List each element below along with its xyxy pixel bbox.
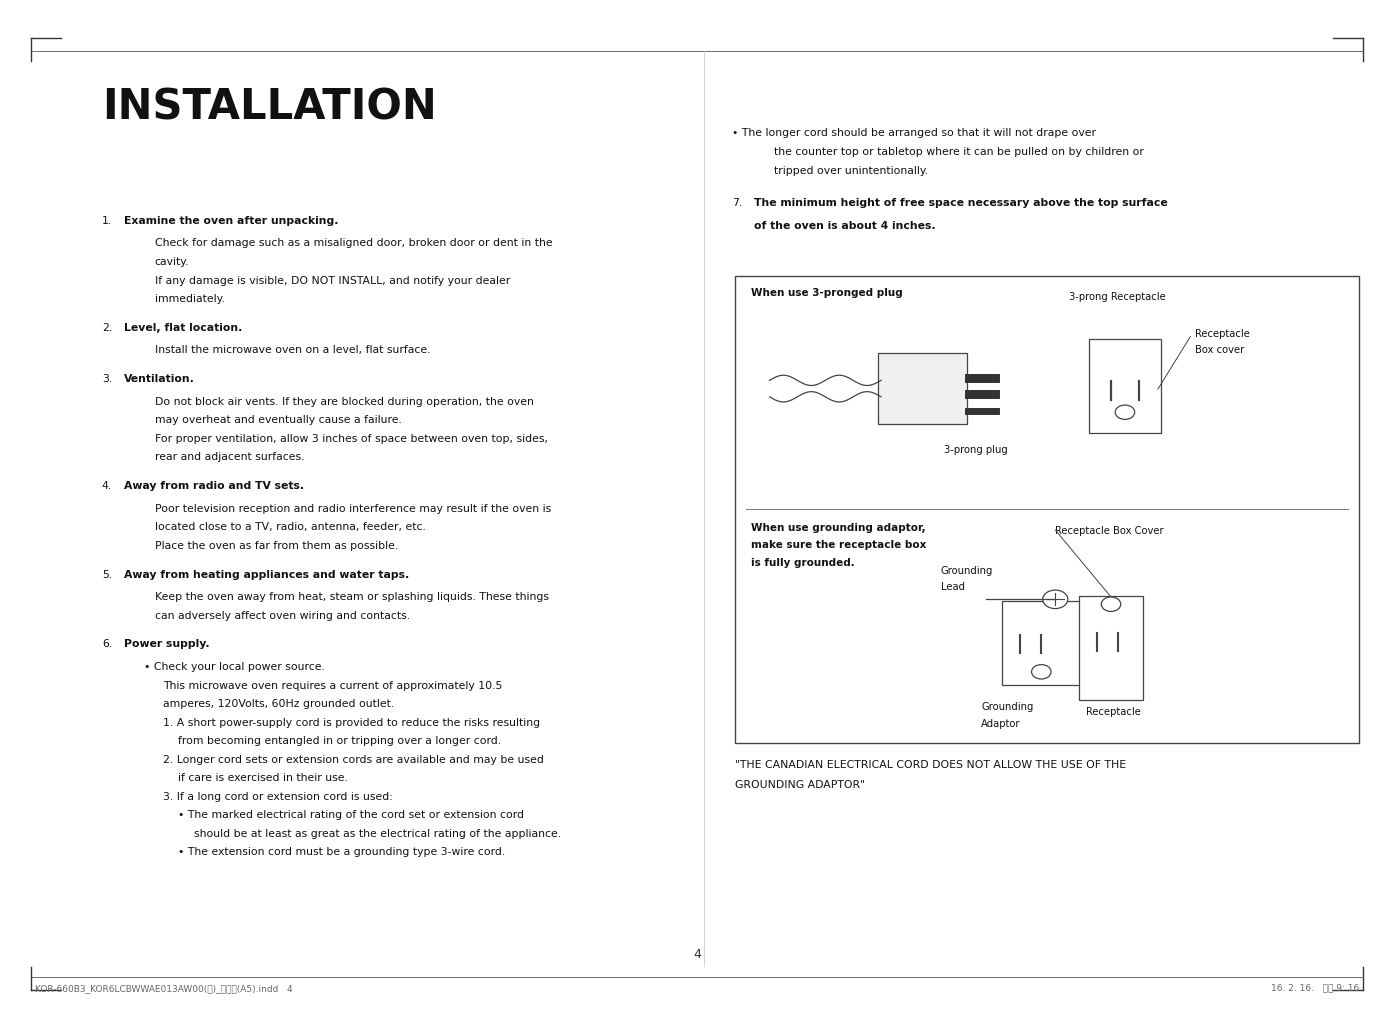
Text: rear and adjacent surfaces.: rear and adjacent surfaces. xyxy=(155,452,304,463)
Text: 3-prong Receptacle: 3-prong Receptacle xyxy=(1069,292,1165,302)
Text: Keep the oven away from heat, steam or splashing liquids. These things: Keep the oven away from heat, steam or s… xyxy=(155,592,549,602)
Text: Adaptor: Adaptor xyxy=(981,719,1020,729)
Text: Receptacle: Receptacle xyxy=(1195,329,1249,339)
Text: GROUNDING ADAPTOR": GROUNDING ADAPTOR" xyxy=(735,780,864,791)
Text: amperes, 120Volts, 60Hz grounded outlet.: amperes, 120Volts, 60Hz grounded outlet. xyxy=(163,699,395,709)
Text: tripped over unintentionally.: tripped over unintentionally. xyxy=(774,166,928,176)
Text: Examine the oven after unpacking.: Examine the oven after unpacking. xyxy=(124,216,339,226)
Text: • Check your local power source.: • Check your local power source. xyxy=(144,662,325,672)
Text: immediately.: immediately. xyxy=(155,294,224,304)
Text: of the oven is about 4 inches.: of the oven is about 4 inches. xyxy=(754,221,935,231)
Text: 5.: 5. xyxy=(102,570,112,580)
Text: Power supply.: Power supply. xyxy=(124,639,209,650)
Text: 6.: 6. xyxy=(102,639,112,650)
Text: This microwave oven requires a current of approximately 10.5: This microwave oven requires a current o… xyxy=(163,681,502,691)
Text: KOR-660B3_KOR6LCBWWAE013AW00(영)_미주향(A5).indd   4: KOR-660B3_KOR6LCBWWAE013AW00(영)_미주향(A5).… xyxy=(35,984,293,993)
FancyBboxPatch shape xyxy=(1090,339,1161,433)
Text: cavity.: cavity. xyxy=(155,257,190,267)
Text: 3-prong plug: 3-prong plug xyxy=(944,445,1008,454)
Text: Poor television reception and radio interference may result if the oven is: Poor television reception and radio inte… xyxy=(155,504,551,514)
Text: 7.: 7. xyxy=(732,198,742,209)
Text: • The marked electrical rating of the cord set or extension cord: • The marked electrical rating of the co… xyxy=(178,810,524,820)
Text: • The extension cord must be a grounding type 3-wire cord.: • The extension cord must be a grounding… xyxy=(178,847,506,857)
Text: 1.: 1. xyxy=(102,216,112,226)
Text: 3.: 3. xyxy=(102,374,112,384)
Text: 4.: 4. xyxy=(102,481,112,491)
FancyBboxPatch shape xyxy=(965,390,999,398)
Text: Grounding: Grounding xyxy=(981,702,1034,712)
Text: Place the oven as far from them as possible.: Place the oven as far from them as possi… xyxy=(155,541,397,551)
Text: Away from radio and TV sets.: Away from radio and TV sets. xyxy=(124,481,304,491)
Text: from becoming entangled in or tripping over a longer cord.: from becoming entangled in or tripping o… xyxy=(178,736,502,746)
Text: Do not block air vents. If they are blocked during operation, the oven: Do not block air vents. If they are bloc… xyxy=(155,397,534,407)
FancyBboxPatch shape xyxy=(878,354,967,425)
Text: Ventilation.: Ventilation. xyxy=(124,374,195,384)
FancyBboxPatch shape xyxy=(735,276,1359,743)
Text: 2. Longer cord sets or extension cords are available and may be used: 2. Longer cord sets or extension cords a… xyxy=(163,755,544,765)
Text: 16. 2. 16.   오전 9: 16: 16. 2. 16. 오전 9: 16 xyxy=(1271,984,1359,993)
Text: Lead: Lead xyxy=(941,583,965,592)
Circle shape xyxy=(1101,597,1121,612)
Text: The minimum height of free space necessary above the top surface: The minimum height of free space necessa… xyxy=(754,198,1168,209)
Text: Grounding: Grounding xyxy=(941,566,994,576)
FancyBboxPatch shape xyxy=(1079,596,1143,700)
Text: • The longer cord should be arranged so that it will not drape over: • The longer cord should be arranged so … xyxy=(732,128,1096,139)
FancyBboxPatch shape xyxy=(1002,601,1080,685)
Text: if care is exercised in their use.: if care is exercised in their use. xyxy=(178,773,348,783)
Circle shape xyxy=(1043,590,1068,609)
Text: For proper ventilation, allow 3 inches of space between oven top, sides,: For proper ventilation, allow 3 inches o… xyxy=(155,434,548,444)
Text: "THE CANADIAN ELECTRICAL CORD DOES NOT ALLOW THE USE OF THE: "THE CANADIAN ELECTRICAL CORD DOES NOT A… xyxy=(735,760,1126,770)
Text: 1. A short power-supply cord is provided to reduce the risks resulting: 1. A short power-supply cord is provided… xyxy=(163,718,541,728)
Text: Level, flat location.: Level, flat location. xyxy=(124,323,243,333)
Text: may overheat and eventually cause a failure.: may overheat and eventually cause a fail… xyxy=(155,415,401,426)
Text: If any damage is visible, DO NOT INSTALL, and notify your dealer: If any damage is visible, DO NOT INSTALL… xyxy=(155,276,510,286)
Text: When use 3-pronged plug: When use 3-pronged plug xyxy=(751,288,903,298)
Text: Box cover: Box cover xyxy=(1195,345,1243,356)
Text: Receptacle: Receptacle xyxy=(1086,707,1140,717)
Text: located close to a TV, radio, antenna, feeder, etc.: located close to a TV, radio, antenna, f… xyxy=(155,522,425,533)
Text: 2.: 2. xyxy=(102,323,112,333)
Text: Install the microwave oven on a level, flat surface.: Install the microwave oven on a level, f… xyxy=(155,345,431,356)
Text: make sure the receptacle box: make sure the receptacle box xyxy=(751,541,927,550)
Text: the counter top or tabletop where it can be pulled on by children or: the counter top or tabletop where it can… xyxy=(774,147,1143,157)
Text: is fully grounded.: is fully grounded. xyxy=(751,558,855,567)
FancyBboxPatch shape xyxy=(965,408,999,414)
Text: INSTALLATION: INSTALLATION xyxy=(102,86,436,128)
Circle shape xyxy=(1115,405,1135,419)
Text: Receptacle Box Cover: Receptacle Box Cover xyxy=(1055,526,1164,536)
Text: 4: 4 xyxy=(693,948,701,961)
Text: Check for damage such as a misaligned door, broken door or dent in the: Check for damage such as a misaligned do… xyxy=(155,238,552,249)
Text: can adversely affect oven wiring and contacts.: can adversely affect oven wiring and con… xyxy=(155,611,410,621)
Text: 3. If a long cord or extension cord is used:: 3. If a long cord or extension cord is u… xyxy=(163,792,393,802)
Circle shape xyxy=(1032,665,1051,680)
Text: should be at least as great as the electrical rating of the appliance.: should be at least as great as the elect… xyxy=(194,829,560,839)
FancyBboxPatch shape xyxy=(965,374,999,382)
Text: Away from heating appliances and water taps.: Away from heating appliances and water t… xyxy=(124,570,410,580)
Text: When use grounding adaptor,: When use grounding adaptor, xyxy=(751,523,926,533)
